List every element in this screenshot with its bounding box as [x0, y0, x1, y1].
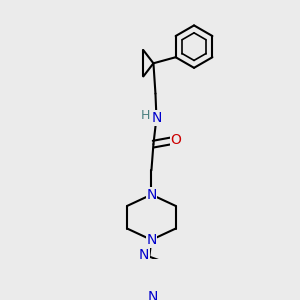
Text: N: N [146, 188, 157, 202]
Text: N: N [146, 233, 157, 247]
Text: O: O [170, 133, 181, 147]
Text: N: N [148, 290, 158, 300]
Text: N: N [139, 248, 149, 262]
Text: N: N [151, 111, 162, 125]
Text: H: H [141, 109, 150, 122]
